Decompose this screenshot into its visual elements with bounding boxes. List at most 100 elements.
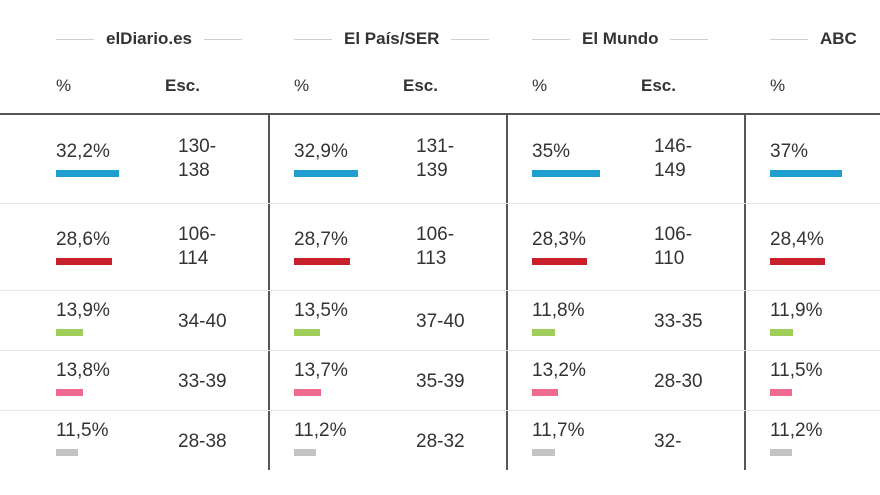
seats-range: 106- 113 <box>416 223 454 271</box>
vote-bar <box>532 329 555 336</box>
seats-range-line: 28-38 <box>178 431 227 452</box>
vote-percentage: 11,9% <box>770 300 823 321</box>
poll-header: ABC <box>770 26 869 52</box>
vote-percentage: 13,8% <box>56 360 110 381</box>
vote-bar <box>770 389 792 396</box>
vote-percentage: 28,7% <box>294 229 348 250</box>
seats-range-line: 34-40 <box>178 311 227 332</box>
vote-percentage: 11,5% <box>56 420 109 441</box>
column-divider <box>744 115 746 470</box>
seats-range-line: 33-39 <box>178 371 227 392</box>
vote-bar <box>294 258 350 265</box>
vote-percentage: 13,5% <box>294 300 348 321</box>
seats-range-line: 130- <box>178 136 217 157</box>
vote-percentage: 28,6% <box>56 229 110 250</box>
table-top-rule <box>0 113 880 115</box>
poll-header: El País/SER <box>294 26 490 52</box>
vote-percentage: 28,4% <box>770 229 824 250</box>
vote-bar <box>532 449 555 456</box>
vote-percentage: 35% <box>532 141 571 162</box>
poll-name: El País/SER <box>344 29 440 48</box>
seats-range-line: 32- <box>654 431 682 452</box>
vote-bar <box>532 258 587 265</box>
header-rule <box>670 38 709 40</box>
vote-percentage: 11,2% <box>770 420 823 441</box>
vote-bar <box>532 170 600 177</box>
seats-range: 35-39 <box>416 370 465 394</box>
vote-bar <box>56 389 83 396</box>
seats-range: 131- 139 <box>416 135 454 183</box>
vote-bar <box>294 449 316 456</box>
header-rule <box>204 38 242 40</box>
vote-bar <box>294 170 358 177</box>
pct-column-header: % <box>532 76 548 95</box>
poll-header: El Mundo <box>532 26 709 52</box>
seats-range: 28-38 <box>178 430 227 454</box>
vote-bar <box>56 449 78 456</box>
seats-range: 37-40 <box>416 310 465 334</box>
vote-bar <box>56 258 112 265</box>
seats-range-line: 149 <box>654 160 686 181</box>
seats-range: 33-39 <box>178 370 227 394</box>
row-divider <box>0 350 880 351</box>
seats-range: 106- 110 <box>654 223 692 271</box>
seats-range-line: 139 <box>416 160 448 181</box>
seats-range-line: 110 <box>654 248 685 269</box>
vote-bar <box>770 258 825 265</box>
seats-range: 130- 138 <box>178 135 216 183</box>
vote-bar <box>56 170 119 177</box>
seats-column-header: Esc. <box>403 76 438 95</box>
row-divider <box>0 410 880 411</box>
seats-range: 146- 149 <box>654 135 692 183</box>
seats-column-header: Esc. <box>165 76 200 95</box>
vote-bar <box>770 449 792 456</box>
vote-bar <box>770 170 842 177</box>
row-divider <box>0 203 880 204</box>
header-rule <box>451 38 490 40</box>
vote-percentage: 11,7% <box>532 420 585 441</box>
vote-percentage: 37% <box>770 141 809 162</box>
vote-percentage: 28,3% <box>532 229 586 250</box>
pct-column-header: % <box>770 76 786 95</box>
seats-range-line: 33-35 <box>654 311 703 332</box>
seats-column-header: Esc. <box>641 76 676 95</box>
seats-range-line: 131- <box>416 136 455 157</box>
header-rule <box>294 38 332 40</box>
vote-percentage: 11,2% <box>294 420 347 441</box>
vote-bar <box>56 329 83 336</box>
seats-range-line: 28-30 <box>654 371 703 392</box>
vote-bar <box>294 329 320 336</box>
seats-range: 106- 114 <box>178 223 216 271</box>
seats-range-line: 138 <box>178 160 210 181</box>
vote-percentage: 11,5% <box>770 360 823 381</box>
header-rule <box>532 38 570 40</box>
row-divider <box>0 290 880 291</box>
seats-range: 34-40 <box>178 310 227 334</box>
seats-range: 33-35 <box>654 310 703 334</box>
seats-range: 28-30 <box>654 370 703 394</box>
header-rule <box>770 38 808 40</box>
seats-range-line: 113 <box>416 248 447 269</box>
pct-column-header: % <box>56 76 72 95</box>
vote-percentage: 13,2% <box>532 360 586 381</box>
poll-name: elDiario.es <box>106 29 192 48</box>
poll-name: ABC <box>820 29 857 48</box>
vote-bar <box>532 389 558 396</box>
seats-range-line: 106- <box>654 224 693 245</box>
vote-bar <box>294 389 321 396</box>
seats-range-line: 28-32 <box>416 431 465 452</box>
seats-range-line: 106- <box>178 224 217 245</box>
vote-percentage: 32,9% <box>294 141 348 162</box>
seats-range-line: 37-40 <box>416 311 465 332</box>
vote-percentage: 13,7% <box>294 360 348 381</box>
header-rule <box>56 38 94 40</box>
seats-range-line: 35-39 <box>416 371 465 392</box>
column-divider <box>268 115 270 470</box>
seats-range-line: 146- <box>654 136 693 157</box>
seats-range: 28-32 <box>416 430 465 454</box>
seats-range-line: 106- <box>416 224 455 245</box>
pct-column-header: % <box>294 76 310 95</box>
seats-range-line: 114 <box>178 248 209 269</box>
vote-percentage: 13,9% <box>56 300 110 321</box>
vote-percentage: 11,8% <box>532 300 585 321</box>
